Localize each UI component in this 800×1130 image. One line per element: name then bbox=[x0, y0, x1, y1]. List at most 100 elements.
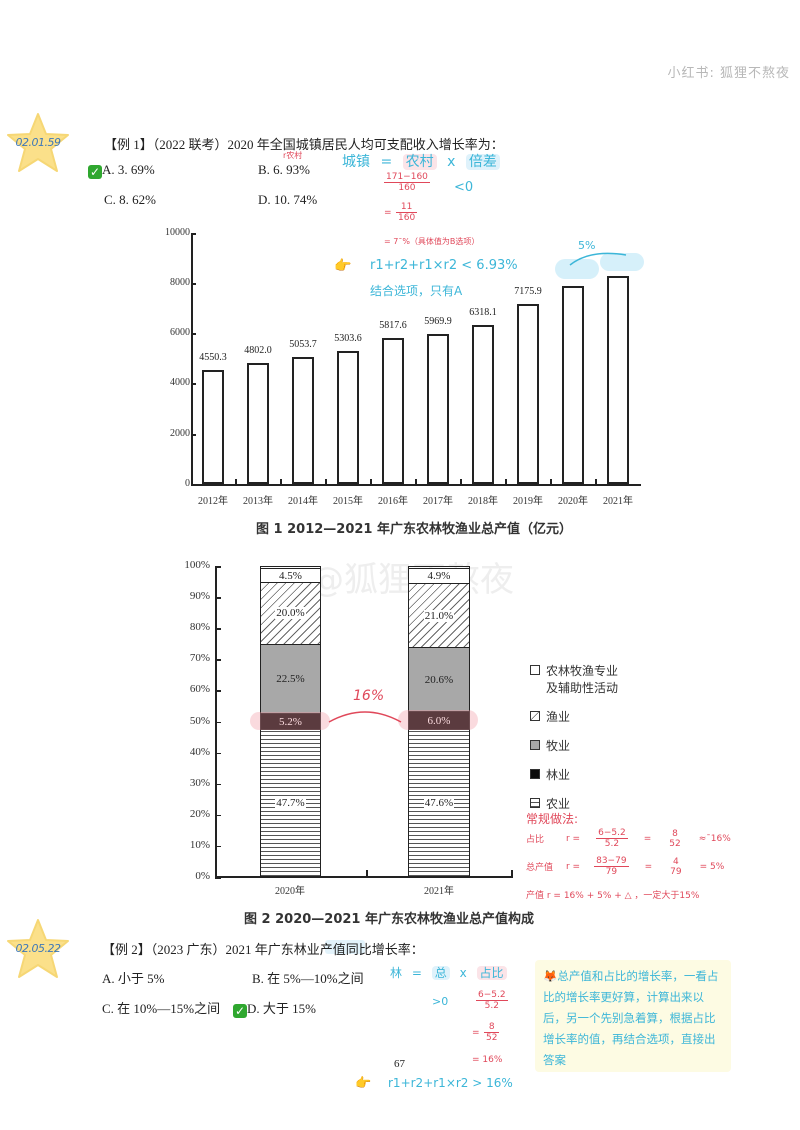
bar bbox=[427, 334, 449, 484]
bar bbox=[202, 369, 224, 484]
tick-mark bbox=[325, 479, 327, 484]
x-tick: 2018年 bbox=[468, 496, 498, 507]
bar bbox=[382, 337, 404, 484]
segment-label: 47.6% bbox=[423, 797, 455, 810]
video-timestamp: 02.01.59 bbox=[15, 136, 61, 149]
x-tick: 2020年 bbox=[558, 496, 588, 507]
checkmark-icon: ✓ bbox=[88, 165, 102, 179]
bar-value-label: 6318.1 bbox=[469, 307, 497, 319]
tip-box: 🦊总产值和占比的增长率，一看占比的增长率更好算，计算出来以后，另一个先别急着算，… bbox=[535, 960, 731, 1072]
highlight-keyword bbox=[325, 940, 365, 954]
tick-mark bbox=[215, 597, 221, 599]
segment-label: 20.0% bbox=[275, 607, 306, 620]
tick-mark bbox=[191, 383, 196, 385]
note-formula-2: 林 = 总 x 占比 bbox=[390, 964, 507, 981]
highlight-forest-2020 bbox=[250, 712, 330, 730]
y-tick: 70% bbox=[189, 652, 210, 665]
tick-mark bbox=[191, 434, 196, 436]
option-d[interactable]: D. 10. 74% bbox=[258, 192, 318, 207]
growth-arc-label: 5% bbox=[578, 239, 596, 252]
chart-1: 10000 8000 6000 4000 2000 0 4550.3 2012年 4… bbox=[150, 225, 650, 545]
option-d[interactable]: ✓ D. 大于 15% bbox=[233, 1001, 316, 1018]
chart-2-caption: 图 2 2020—2021 年广东农林牧渔业总产值构成 bbox=[244, 912, 534, 927]
bar bbox=[337, 350, 359, 484]
note-eq-sign: = bbox=[384, 208, 392, 218]
question-title-2: 【例 2】（2023 广东）2021 年广东林业产值同比增长率： bbox=[102, 942, 424, 957]
tick-mark bbox=[215, 845, 221, 848]
x-axis bbox=[191, 484, 641, 486]
note-formula-1: 城镇 = 农村 x 倍差 bbox=[342, 151, 500, 171]
chart-1-caption: 图 1 2012—2021 年广东农林牧渔业总产值（亿元） bbox=[256, 522, 572, 537]
segment-forest: 5.2% bbox=[261, 713, 320, 730]
note-fraction-1: 171−160 160 bbox=[384, 172, 430, 193]
tick-mark bbox=[191, 233, 196, 235]
y-tick: 100% bbox=[184, 559, 210, 571]
source-watermark: 小红书: 狐狸不熬夜 bbox=[667, 66, 790, 81]
segment-farm: 47.6% bbox=[409, 729, 469, 876]
highlight-2020 bbox=[555, 259, 599, 279]
segment-farm: 47.7% bbox=[261, 729, 320, 876]
bar-value-label: 4550.3 bbox=[199, 351, 227, 363]
pointing-hand-icon: 👉 bbox=[355, 1076, 372, 1091]
x-tick: 2020年 bbox=[275, 886, 305, 897]
note-lt-zero: <0 bbox=[454, 180, 474, 195]
segment-service: 4.9% bbox=[409, 567, 469, 583]
bar bbox=[292, 357, 314, 484]
option-b[interactable]: B. 在 5%—10%之间 bbox=[252, 971, 364, 986]
x-tick: 2016年 bbox=[378, 496, 408, 507]
annotation-label: 16% bbox=[353, 688, 385, 704]
segment-fish: 20.0% bbox=[261, 582, 320, 644]
option-b[interactable]: B. 6. 93% bbox=[258, 162, 310, 177]
y-axis bbox=[215, 566, 217, 878]
question-title-1: 【例 1】（2022 联考）2020 年全国城镇居民人均可支配收入增长率为： bbox=[104, 137, 504, 152]
tick-mark bbox=[215, 814, 221, 817]
option-c[interactable]: C. 8. 62% bbox=[104, 192, 156, 207]
tick-mark bbox=[215, 628, 221, 630]
tick-mark bbox=[191, 283, 196, 285]
legend-fish: 渔业 bbox=[530, 708, 710, 725]
legend-forest: 林业 bbox=[530, 766, 710, 783]
segment-label: 5.2% bbox=[279, 715, 302, 728]
segment-label: 22.5% bbox=[276, 672, 305, 685]
y-tick: 40% bbox=[189, 745, 210, 758]
tick-mark bbox=[215, 783, 221, 786]
legend-farm: 农业 bbox=[530, 795, 710, 812]
y-tick: 80% bbox=[189, 621, 210, 634]
bar-value-label: 5053.7 bbox=[289, 339, 317, 351]
timestamp-star-2: 02.05.22 bbox=[6, 918, 70, 980]
y-tick: 4000 bbox=[170, 377, 190, 388]
x-tick: 2021年 bbox=[603, 496, 633, 507]
tick-mark bbox=[370, 479, 372, 484]
bar bbox=[562, 285, 584, 484]
note-inequality-2: r1+r2+r1×r2 > 16% bbox=[388, 1076, 513, 1090]
segment-label: 47.7% bbox=[275, 797, 306, 810]
y-tick: 8000 bbox=[170, 277, 190, 288]
y-tick: 0% bbox=[195, 870, 210, 882]
legend-service: 农林牧渔专业 及辅助性活动 bbox=[530, 662, 710, 696]
option-c[interactable]: C. 在 10%—15%之间 bbox=[102, 1001, 221, 1016]
y-tick: 10% bbox=[189, 838, 210, 851]
note-inequality-1: r1+r2+r1×r2 < 6.93% bbox=[370, 258, 518, 273]
timestamp-star-1: 02.01.59 bbox=[6, 112, 70, 174]
highlight-2021 bbox=[600, 253, 644, 271]
pointing-hand-icon: 👉 bbox=[334, 258, 352, 274]
fox-icon: 🦊 bbox=[543, 969, 558, 983]
tick-mark bbox=[215, 659, 221, 661]
legend-swatch bbox=[530, 769, 540, 779]
tick-mark bbox=[191, 333, 196, 335]
segment-animal: 22.5% bbox=[261, 643, 320, 714]
note-fraction-2: 11 160 bbox=[396, 202, 418, 223]
annotation-arc bbox=[328, 711, 402, 723]
option-a[interactable]: A. 小于 5% bbox=[102, 971, 165, 986]
tick-mark bbox=[511, 870, 513, 877]
option-a[interactable]: ✓ A. 3. 69% bbox=[88, 162, 155, 179]
tick-mark bbox=[366, 870, 368, 877]
chart-2: 100% 90% 80% 70% 60% 50% 40% 30% 20% 10% 0% 47.7% 5… bbox=[170, 559, 530, 900]
note-conclusion-1: 结合选项，只有A bbox=[370, 284, 463, 298]
tick-mark bbox=[215, 752, 221, 755]
page-number: 67 bbox=[394, 1058, 405, 1070]
growth-arc bbox=[569, 252, 627, 266]
bar-value-label: 7175.9 bbox=[514, 285, 542, 297]
x-tick: 2012年 bbox=[198, 496, 228, 507]
bar bbox=[517, 303, 539, 484]
